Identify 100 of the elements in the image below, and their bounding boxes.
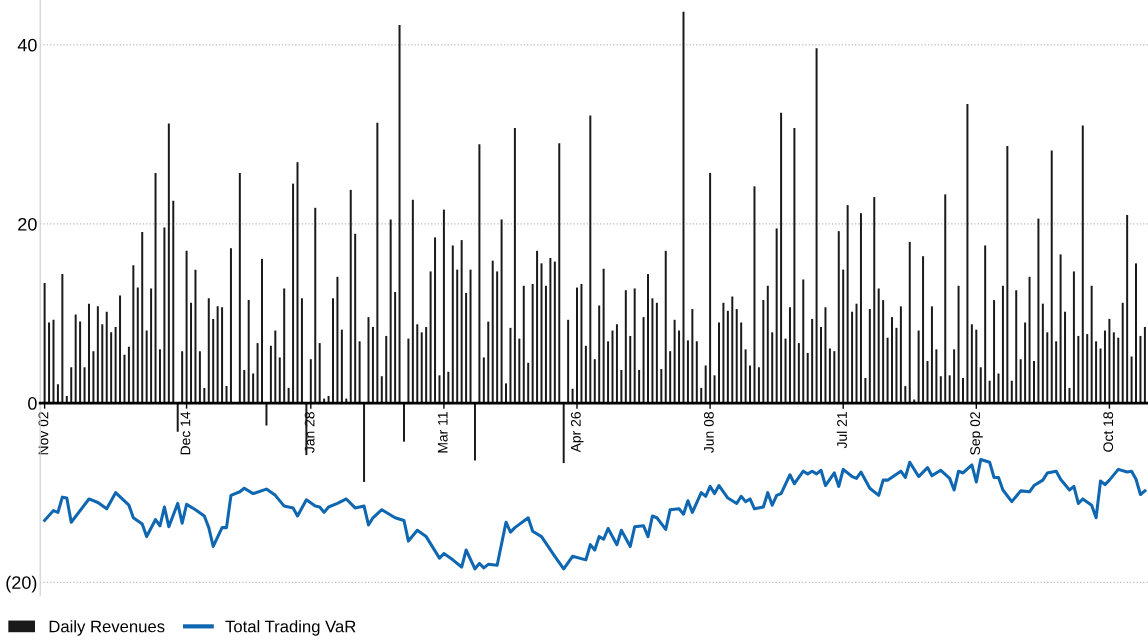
bar [717,322,720,404]
bar [957,285,960,404]
bar [1095,341,1098,404]
bar [651,298,654,404]
bar [531,283,534,404]
bar [416,324,419,404]
bar [1028,276,1031,404]
bar [487,321,490,404]
bar [824,307,827,404]
bar [1086,334,1089,404]
bar [185,250,188,404]
bar [52,319,55,404]
bar [92,351,95,404]
bar [61,274,64,404]
x-tick-label: Dec 14 [180,411,191,455]
bar [544,285,547,404]
bar [944,194,947,404]
bar [970,324,973,404]
bar [247,300,250,404]
bar [79,321,82,404]
bar [642,317,645,404]
bar [389,219,392,404]
bar [891,317,894,404]
bar [1112,332,1115,404]
bar [709,172,712,404]
bar [522,285,525,404]
bar [536,250,539,404]
bar [611,330,614,404]
bar [753,186,756,404]
bar [1055,341,1058,404]
bar [300,298,303,404]
bar [1032,361,1035,404]
bar [691,309,694,404]
bar [212,318,215,404]
bar [87,303,90,404]
bar [376,122,379,404]
bar [584,345,587,404]
x-tick-label: Oct 18 [1103,412,1114,452]
y-tick-label: (20) [6,575,37,593]
bar [509,327,512,404]
bar [496,271,499,404]
bar [74,314,77,404]
bar [1121,302,1124,404]
bar [877,288,880,404]
bar [1068,387,1071,404]
bar [615,324,618,404]
bar [846,205,849,404]
y-tick-label: 20 [18,217,37,231]
bar [780,112,783,404]
bar [141,232,144,404]
bar [1059,254,1062,404]
bar [194,269,197,404]
bar [1015,290,1018,404]
y-tick-label: 40 [17,38,37,52]
bar [48,322,51,404]
bar [1001,285,1004,404]
bar [1139,335,1142,404]
x-tick-label: Jun 08 [704,412,714,453]
bar [363,403,366,482]
bar [207,298,210,404]
bar [420,332,423,404]
bar [669,351,672,404]
bar [252,373,255,404]
bar [766,285,769,404]
bar [820,326,823,404]
bar [181,351,184,404]
bar [434,237,437,404]
bar [797,343,800,404]
bar [1041,303,1044,404]
bar [1108,318,1111,404]
bar [1126,214,1129,404]
bar [558,143,561,404]
bar [589,115,592,404]
x-tick-label: Jul 21 [836,412,847,449]
bar [119,295,122,404]
bar [638,369,641,404]
y-tick-label: 0 [28,397,37,410]
bar [287,387,290,404]
bar [953,349,956,404]
bar [664,250,667,404]
bar [482,357,485,404]
bar [261,258,264,404]
legend-label: Daily Revenues [49,620,165,636]
bar [899,306,902,404]
bar [695,341,698,404]
bar [309,359,312,404]
bar [394,292,397,404]
bar [1135,263,1138,404]
bar [456,269,459,404]
bar [167,123,170,404]
bar [904,386,907,404]
bar [447,371,450,404]
bar [354,233,357,404]
bar [265,403,268,426]
bar [238,172,241,404]
bar [682,11,685,404]
bar [460,240,463,404]
bar [744,349,747,404]
bar [145,330,148,404]
line-series [43,458,1147,571]
